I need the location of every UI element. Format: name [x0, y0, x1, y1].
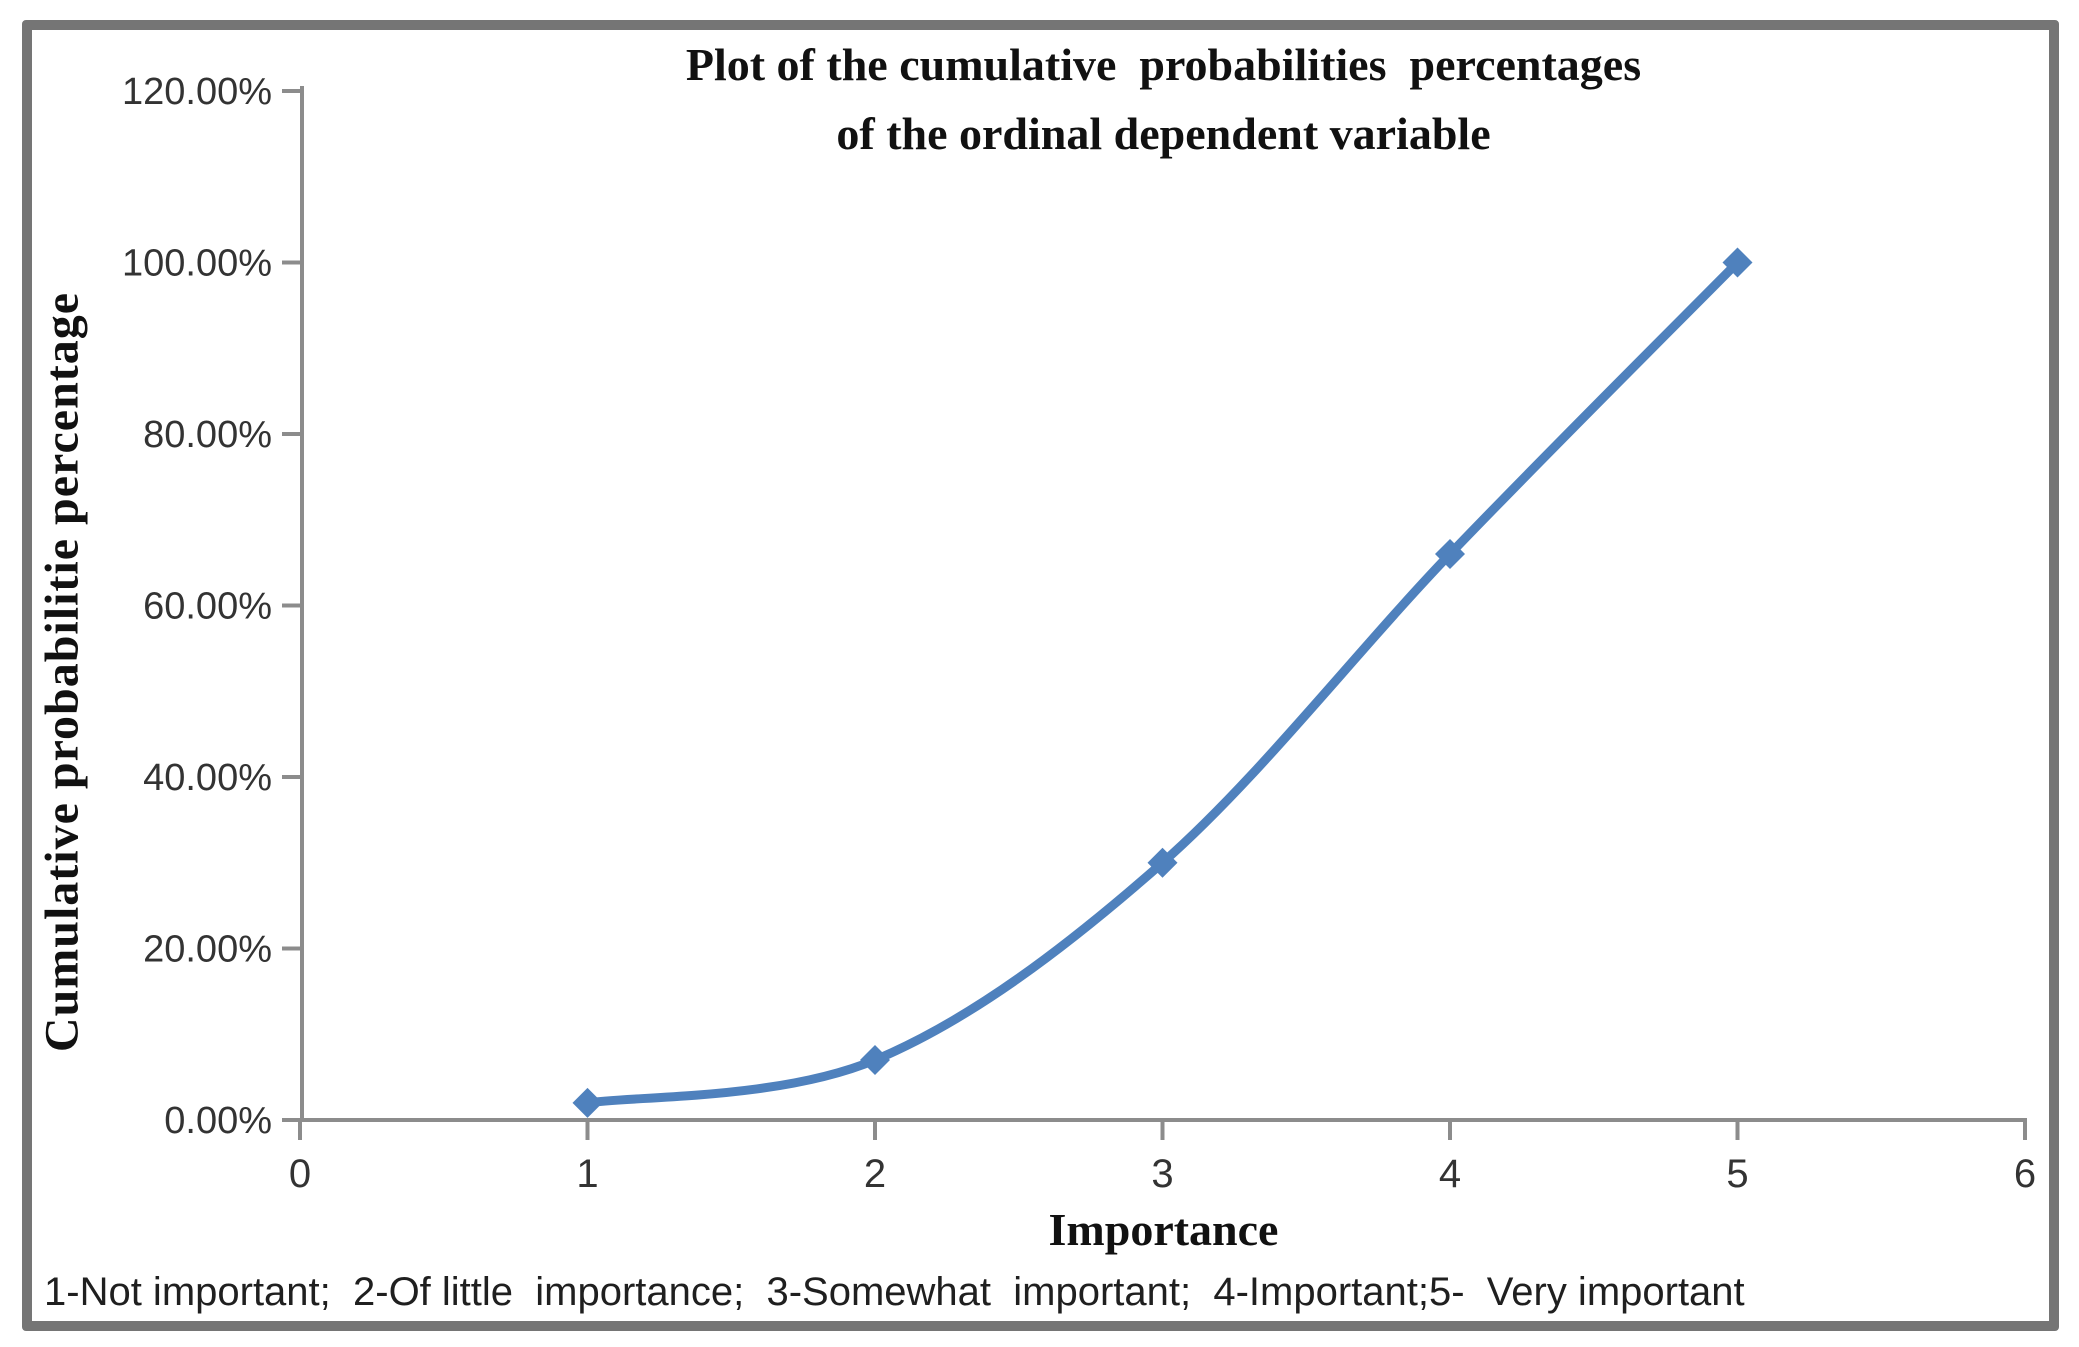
x-tick-label: 5 — [1726, 1152, 1748, 1196]
y-tick-label: 60.00% — [143, 586, 272, 628]
data-point-marker — [860, 1044, 890, 1075]
chart-frame — [22, 20, 2059, 1331]
series-line — [583, 258, 1742, 1108]
x-axis-title: Importance — [1048, 1204, 1279, 1255]
y-tick-label: 120.00% — [122, 71, 272, 113]
y-tick-label: 0.00% — [164, 1100, 272, 1142]
data-point-marker — [1147, 847, 1178, 878]
y-tick-label: 20.00% — [143, 929, 272, 971]
x-tick-label: 1 — [576, 1152, 598, 1196]
x-tick-label: 2 — [864, 1152, 886, 1196]
footnote-legend: 1-Not important; 2-Of little importance;… — [44, 1270, 1745, 1314]
chart-title-line1: Plot of the cumulative probabilities per… — [685, 39, 1642, 90]
data-point-marker — [1722, 247, 1753, 278]
y-tick-label: 80.00% — [143, 414, 272, 456]
data-point-marker — [572, 1087, 603, 1118]
x-tick-label: 0 — [289, 1152, 311, 1196]
y-tick-label: 40.00% — [143, 757, 272, 799]
y-tick-label: 100.00% — [122, 243, 272, 285]
x-tick-label: 4 — [1439, 1152, 1461, 1196]
chart-title: Plot of the cumulative probabilities per… — [302, 30, 2025, 168]
chart-title-line2: of the ordinal dependent variable — [836, 108, 1491, 159]
data-point-marker — [1435, 539, 1465, 570]
x-tick-label: 3 — [1151, 1152, 1173, 1196]
x-tick-label: 6 — [2014, 1152, 2036, 1196]
